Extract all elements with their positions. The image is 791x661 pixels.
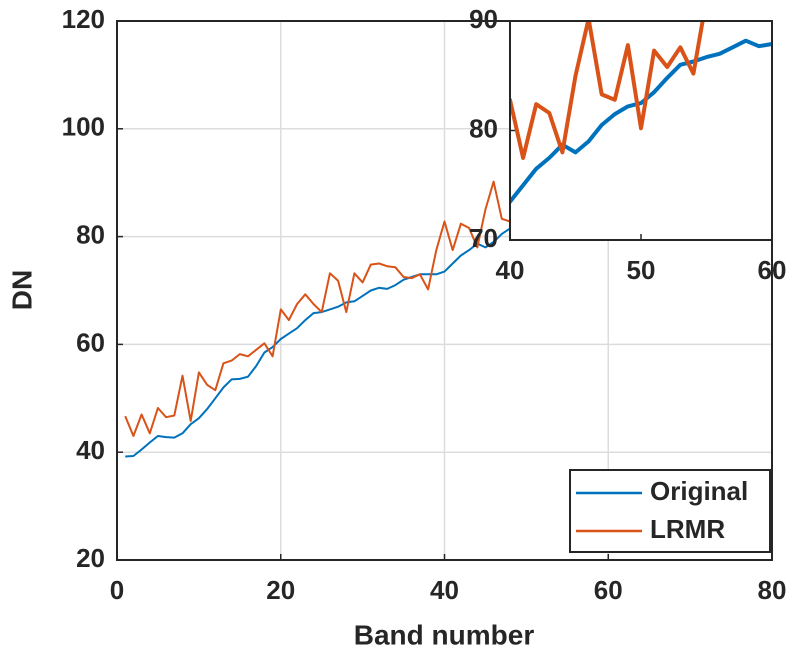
y-tick-label: 120 [62,4,105,34]
x-tick-label: 60 [758,255,787,285]
y-tick-label: 80 [469,113,498,143]
y-tick-label: 60 [76,327,105,357]
legend-label: Original [650,476,748,506]
y-tick-label: 100 [62,112,105,142]
legend-box [569,469,771,553]
x-tick-label: 60 [594,575,623,605]
legend-label: LRMR [650,514,725,544]
x-axis-label: Band number [354,619,535,650]
series-line [510,38,772,204]
y-tick-label: 90 [469,4,498,34]
y-tick-label: 20 [76,543,105,573]
x-tick-label: 50 [627,255,656,285]
y-tick-label: 40 [76,435,105,465]
y-axis-label: DN [6,270,37,310]
axes-box [509,20,773,241]
x-tick-label: 40 [430,575,459,605]
plot-area [510,21,772,240]
axes-box [116,20,773,561]
y-tick-label: 70 [469,223,498,253]
series-line [510,21,705,160]
x-tick-label: 0 [110,575,124,605]
x-tick-label: 80 [758,575,787,605]
x-tick-label: 40 [496,255,525,285]
y-tick-label: 80 [76,219,105,249]
plot-lines [510,21,772,204]
x-tick-label: 20 [266,575,295,605]
